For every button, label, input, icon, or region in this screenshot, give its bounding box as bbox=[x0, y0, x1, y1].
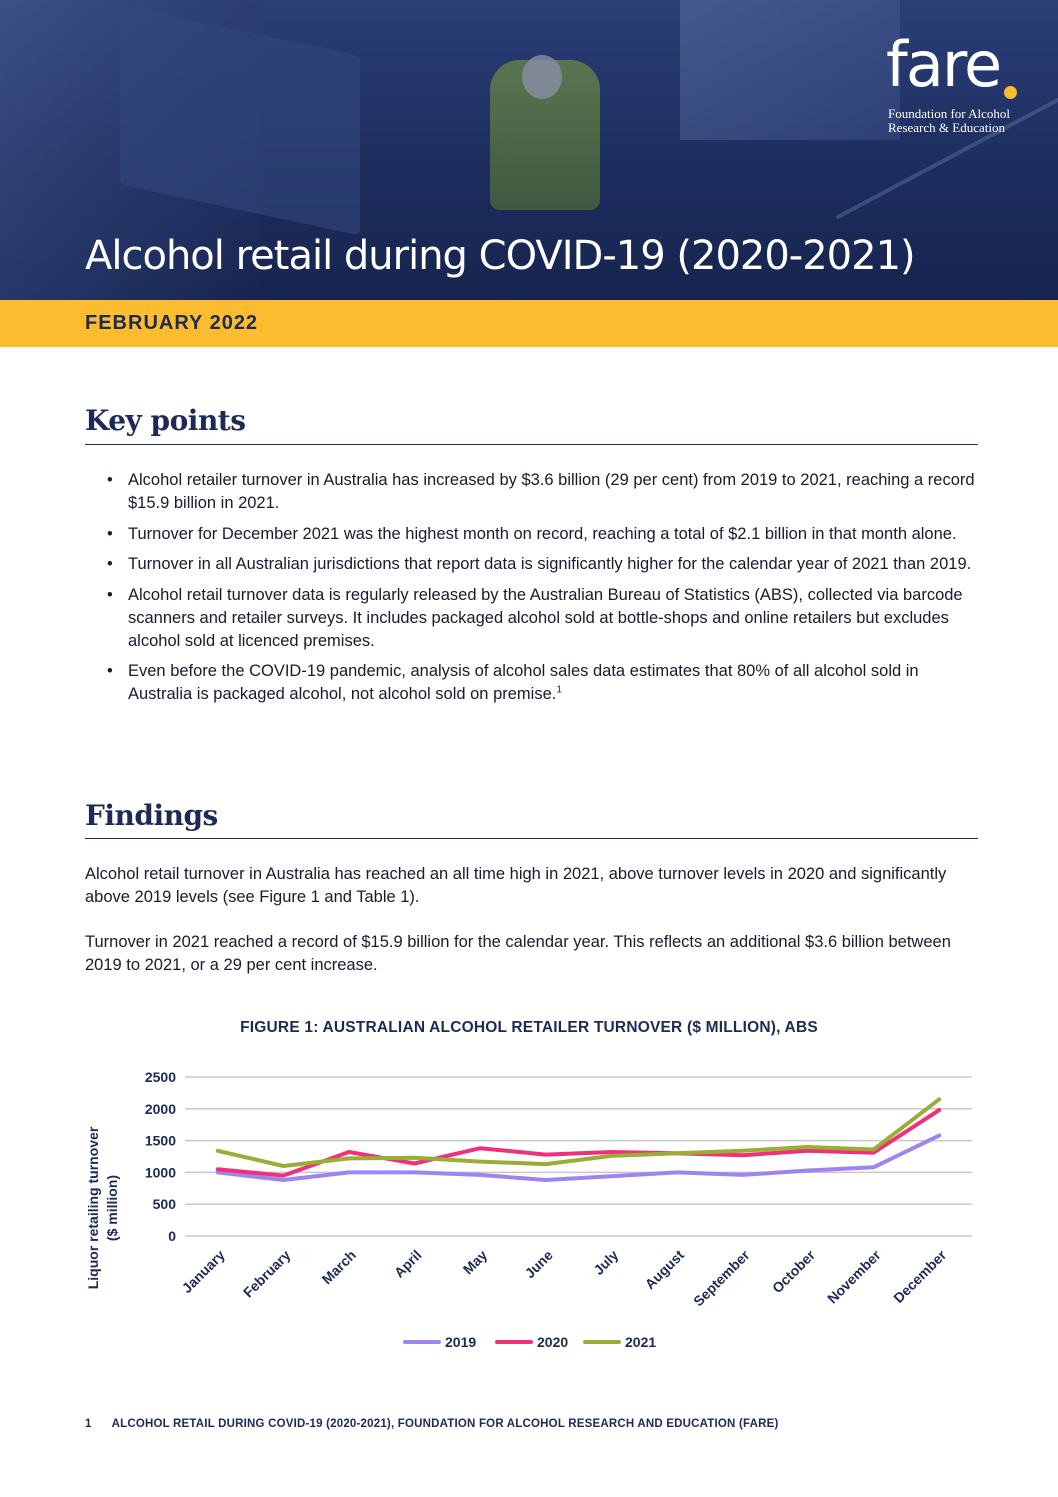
y-tick-label: 0 bbox=[168, 1228, 176, 1244]
x-tick-label: July bbox=[590, 1247, 621, 1278]
publication-date: FEBRUARY 2022 bbox=[85, 312, 259, 334]
x-tick-label: January bbox=[179, 1247, 228, 1296]
logo-subtitle: Foundation for Alcohol Research & Educat… bbox=[888, 107, 1038, 135]
logo-dot bbox=[1004, 86, 1017, 99]
list-item: Turnover for December 2021 was the highe… bbox=[107, 523, 978, 546]
x-tick-label: June bbox=[521, 1247, 556, 1282]
y-tick-label: 500 bbox=[153, 1196, 177, 1212]
x-tick-label: September bbox=[690, 1246, 753, 1309]
x-tick-label: October bbox=[769, 1246, 819, 1296]
turnover-line-chart: 0 500 1000 1500 2000 2500 January February Marc… bbox=[85, 1069, 972, 1350]
page-number: 1 bbox=[85, 1418, 92, 1430]
hero-worker-head bbox=[522, 55, 562, 99]
chart-series bbox=[215, 1097, 942, 1182]
x-tick-labels: January February March April May June July Augu… bbox=[179, 1246, 950, 1309]
key-points-list: Alcohol retailer turnover in Australia h… bbox=[85, 469, 978, 714]
x-tick-label: March bbox=[319, 1247, 359, 1287]
legend-label: 2019 bbox=[445, 1334, 476, 1350]
y-axis-label-line1: Liquor retailing turnover bbox=[85, 1126, 101, 1289]
x-tick-label: February bbox=[240, 1247, 294, 1301]
hero-pallet bbox=[680, 0, 900, 140]
key-points-heading: Key points bbox=[85, 404, 246, 437]
y-tick-label: 1000 bbox=[145, 1164, 176, 1180]
findings-rule bbox=[85, 838, 978, 839]
x-tick-label: December bbox=[890, 1246, 950, 1306]
chart-grid bbox=[185, 1076, 972, 1237]
series-line-2019 bbox=[215, 1133, 942, 1182]
list-item: Turnover in all Australian jurisdictions… bbox=[107, 553, 978, 576]
findings-paragraph: Turnover in 2021 reached a record of $15… bbox=[85, 933, 951, 974]
y-tick-labels: 0 500 1000 1500 2000 2500 bbox=[145, 1069, 176, 1244]
y-axis-label: Liquor retailing turnover ($ million) bbox=[85, 1126, 120, 1289]
list-item: Even before the COVID-19 pandemic, analy… bbox=[107, 660, 978, 706]
x-tick-label: August bbox=[642, 1247, 688, 1293]
legend-label: 2020 bbox=[537, 1334, 568, 1350]
series-line-2021 bbox=[215, 1097, 942, 1168]
page-title: Alcohol retail during COVID-19 (2020-202… bbox=[85, 233, 916, 279]
date-band bbox=[0, 300, 1058, 347]
y-tick-label: 2000 bbox=[145, 1101, 176, 1117]
page-footer: 1 ALCOHOL RETAIL DURING COVID-19 (2020-20… bbox=[85, 1418, 778, 1430]
footnote-marker: 1 bbox=[556, 684, 562, 696]
logo-subtitle-line2: Research & Education bbox=[888, 120, 1005, 135]
figure-title: FIGURE 1: AUSTRALIAN ALCOHOL RETAILER TU… bbox=[240, 1019, 818, 1036]
chart-legend: 2019 2020 2021 bbox=[403, 1334, 656, 1350]
hero-banner: fare Foundation for Alcohol Research & E… bbox=[0, 0, 1058, 300]
fare-logo: fare bbox=[886, 28, 1002, 101]
y-tick-label: 2500 bbox=[145, 1069, 176, 1085]
findings-heading: Findings bbox=[85, 799, 218, 832]
findings-paragraph: Alcohol retail turnover in Australia has… bbox=[85, 865, 947, 906]
logo-subtitle-line1: Foundation for Alcohol bbox=[888, 106, 1011, 121]
list-item: Alcohol retailer turnover in Australia h… bbox=[107, 469, 978, 515]
series-line-2020 bbox=[215, 1108, 942, 1178]
y-axis-label-line2: ($ million) bbox=[104, 1175, 120, 1241]
x-tick-label: November bbox=[824, 1246, 884, 1306]
legend-label: 2021 bbox=[625, 1334, 656, 1350]
x-tick-label: April bbox=[391, 1247, 425, 1281]
x-tick-label: May bbox=[460, 1247, 491, 1278]
key-points-rule bbox=[85, 444, 978, 445]
footer-text: ALCOHOL RETAIL DURING COVID-19 (2020-202… bbox=[111, 1418, 779, 1430]
y-tick-label: 1500 bbox=[145, 1133, 176, 1149]
list-item: Alcohol retail turnover data is regularl… bbox=[107, 584, 978, 653]
